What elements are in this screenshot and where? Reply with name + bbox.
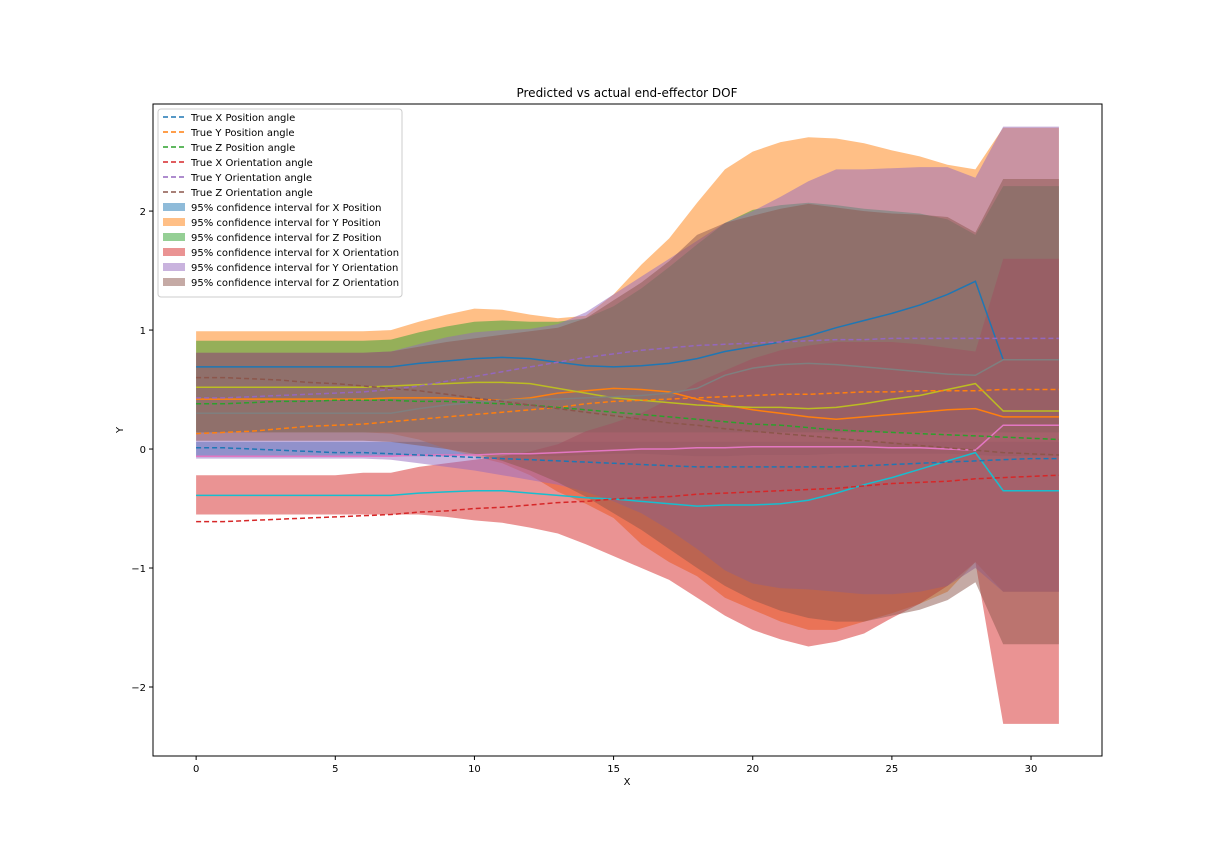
legend-label: 95% confidence interval for X Orientatio…	[191, 248, 399, 259]
x-tick-label: 30	[1025, 764, 1038, 775]
legend-label: True Y Position angle	[190, 128, 295, 139]
y-axis-ticks: −2 −1 0 1 2	[131, 207, 153, 694]
x-tick-label: 0	[193, 764, 199, 775]
x-tick-label: 10	[468, 764, 481, 775]
series-lines	[196, 280, 1059, 523]
legend-label: 95% confidence interval for Y Orientatio…	[191, 263, 398, 274]
legend-swatch-patch	[163, 203, 185, 211]
predicted-line-6	[196, 359, 1059, 415]
y-tick-label: 2	[140, 207, 146, 218]
x-tick-label: 25	[886, 764, 899, 775]
x-axis-ticks: 0 5 10 15 20 25 30	[193, 756, 1037, 775]
confidence-interval-bands	[196, 126, 1059, 724]
plot-frame	[152, 103, 1103, 757]
legend-label: 95% confidence interval for Z Orientatio…	[191, 278, 399, 289]
line-true-z-orientation-angle	[196, 376, 1059, 456]
legend-swatch-patch	[163, 248, 185, 256]
legend-label: True X Orientation angle	[190, 158, 313, 169]
line-true-y-orientation-angle	[196, 337, 1059, 399]
predicted-line-5	[196, 451, 1059, 507]
x-tick-label: 15	[607, 764, 620, 775]
legend-label: 95% confidence interval for Y Position	[191, 218, 381, 229]
line-true-x-orientation-angle	[196, 474, 1059, 523]
legend-label: True Y Orientation angle	[190, 173, 312, 184]
legend: True X Position angle True Y Position ang…	[157, 108, 403, 298]
legend-box	[157, 108, 403, 298]
y-tick-label: 1	[140, 326, 146, 337]
legend-label: True Z Position angle	[190, 143, 295, 154]
legend-swatch-patch	[163, 233, 185, 241]
x-axis-label: X	[624, 777, 631, 788]
predicted-line-2	[196, 387, 1059, 421]
legend-swatch-patch	[163, 278, 185, 286]
predicted-line-3	[196, 381, 1059, 412]
legend-label: True X Position angle	[190, 113, 295, 124]
line-true-z-position-angle	[196, 399, 1059, 441]
x-tick-label: 5	[332, 764, 338, 775]
legend-label: True Z Orientation angle	[190, 188, 313, 199]
y-axis-label: Y	[115, 426, 126, 434]
y-tick-label: −2	[131, 683, 146, 694]
y-tick-label: 0	[140, 445, 146, 456]
y-tick-label: −1	[131, 564, 146, 575]
chart-title: Predicted vs actual end-effector DOF	[516, 86, 737, 100]
legend-swatch-patch	[163, 263, 185, 271]
legend-swatch-patch	[163, 218, 185, 226]
legend-label: 95% confidence interval for X Position	[191, 203, 382, 214]
legend-label: 95% confidence interval for Z Position	[191, 233, 382, 244]
predicted-line-4	[196, 424, 1059, 457]
band-95pct-confidence-interval-for-z-orientation	[196, 179, 1059, 645]
predicted-line-1	[196, 280, 1059, 368]
line-true-y-position-angle	[196, 388, 1059, 435]
x-tick-label: 20	[746, 764, 759, 775]
